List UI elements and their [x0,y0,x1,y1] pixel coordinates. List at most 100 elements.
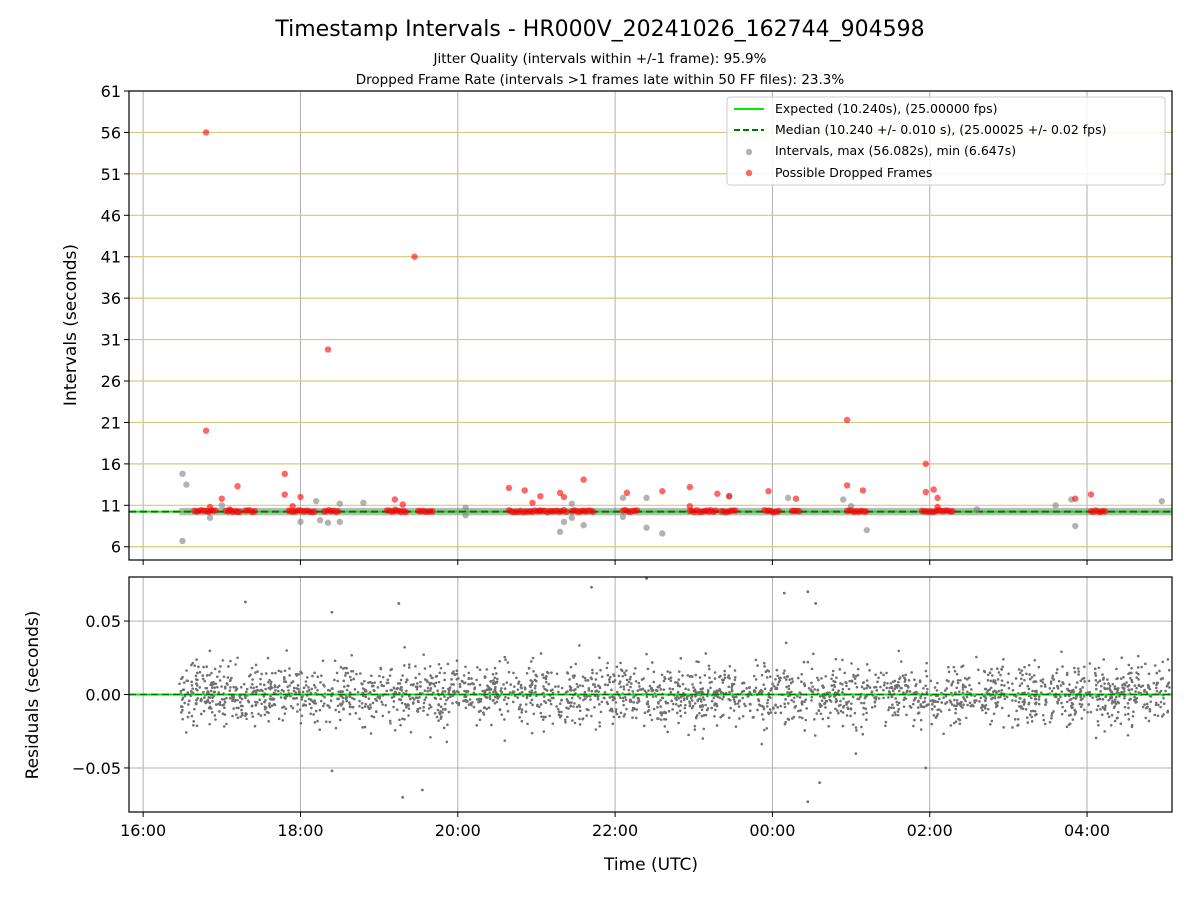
residual-point [554,685,557,688]
residual-point [1096,681,1100,684]
residual-point [787,687,791,691]
residual-point [495,672,498,675]
residual-point [232,685,236,689]
residual-point [645,695,649,699]
residual-point [676,695,679,698]
residual-point [966,690,969,694]
residual-point [429,735,432,739]
residual-point [708,681,712,684]
residual-point [1167,681,1171,684]
residual-point [674,681,677,684]
residual-point [762,661,766,665]
residual-point [330,610,334,614]
residual-point [381,703,384,706]
residual-point [953,669,957,673]
residual-point [549,702,553,706]
residual-point [490,723,493,727]
residual-point [1006,681,1010,684]
residual-point [505,681,509,684]
interval-point [336,518,344,526]
residual-point [1139,685,1143,689]
residual-point [1023,698,1026,701]
residual-point [721,678,724,681]
interval-point [313,497,320,505]
residual-point [361,682,364,686]
residual-point [1073,670,1077,674]
dropped-frame-point [218,495,226,502]
residual-point [743,702,746,706]
residual-point [683,711,687,715]
residual-point [868,669,871,672]
residual-point [983,707,987,710]
residual-point [800,700,804,703]
residual-point [569,686,573,689]
residual-point [961,685,965,689]
residual-point [448,686,452,689]
residual-point [470,677,473,680]
residual-point [422,705,425,709]
residual-point [591,668,594,672]
residual-point [396,682,400,685]
residual-point [182,688,186,692]
residual-point [1149,700,1152,704]
residual-point [1007,686,1011,690]
residual-point [1014,677,1018,680]
residual-point [448,695,452,699]
residual-point [363,725,367,729]
residual-point [385,681,389,685]
residual-point [1070,701,1074,705]
residual-point [712,696,716,700]
residual-point [701,737,705,740]
residuals-ylabel: Residuals (seconds) [23,611,43,780]
residual-point [487,706,491,709]
residual-point [443,695,446,698]
residual-point [581,675,585,679]
residual-point [1116,710,1120,714]
dropped-frame-point [934,503,941,511]
residual-point [737,705,741,708]
residual-point [333,678,336,682]
residual-point [986,689,990,692]
residuals-xtick-label: 22:00 [592,821,638,840]
residual-point [811,690,815,694]
residual-point [438,671,442,675]
residual-point [733,675,737,679]
residual-point [231,714,234,718]
residual-point [292,689,296,693]
residual-point [800,703,804,706]
residual-point [710,706,714,710]
residual-point [954,720,958,723]
residual-point [488,687,491,690]
intervals-ytick-label: 31 [101,331,121,350]
residual-point [206,691,209,694]
residual-point [1072,690,1076,694]
residual-point [679,694,683,698]
residual-point [423,678,427,681]
residual-point [407,695,411,698]
residual-point [597,690,600,693]
residual-point [597,684,600,687]
residual-point [1111,682,1115,686]
residual-point [1146,683,1150,687]
residual-point [274,671,277,675]
interval-point [973,506,981,513]
residual-point [606,673,610,677]
residual-point [205,665,209,668]
residual-point [698,697,702,700]
residual-point [923,696,927,700]
residual-point [268,678,271,682]
residual-point [648,684,652,688]
residual-point [222,703,226,706]
residual-point [919,705,923,708]
residual-point [896,710,900,713]
residual-point [663,725,667,728]
residual-point [740,690,744,693]
residual-point [1055,668,1059,671]
residual-point [277,717,281,721]
residual-point [203,679,207,683]
residual-point [527,666,531,670]
residual-point [211,699,214,703]
residual-point [598,656,601,660]
residual-point [790,677,794,681]
